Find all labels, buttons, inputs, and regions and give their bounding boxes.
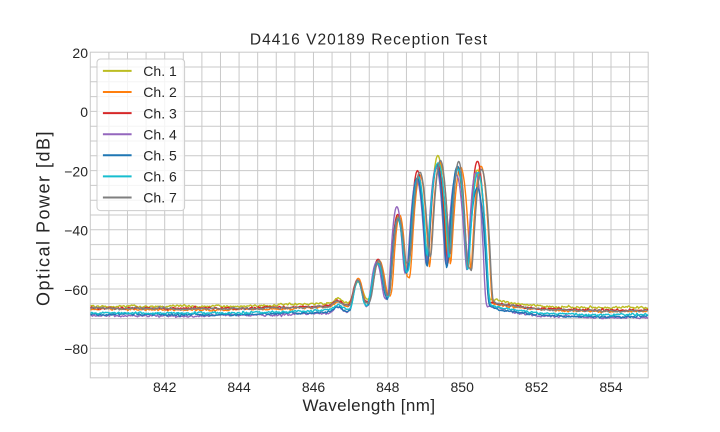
svg-text:0: 0 [80, 104, 88, 120]
svg-text:846: 846 [302, 379, 326, 395]
svg-text:20: 20 [72, 45, 88, 61]
svg-text:Ch. 6: Ch. 6 [143, 169, 177, 185]
svg-text:D4416 V20189 Reception Test: D4416 V20189 Reception Test [250, 32, 488, 49]
svg-text:Wavelength [nm]: Wavelength [nm] [303, 396, 436, 415]
svg-text:850: 850 [451, 379, 475, 395]
svg-text:−60: −60 [64, 282, 88, 298]
svg-text:854: 854 [599, 379, 623, 395]
svg-text:844: 844 [227, 379, 251, 395]
svg-text:−80: −80 [64, 341, 88, 357]
svg-text:Ch. 1: Ch. 1 [143, 63, 177, 79]
svg-text:Optical Power [dB]: Optical Power [dB] [34, 130, 54, 306]
svg-text:Ch. 4: Ch. 4 [143, 126, 177, 142]
svg-text:Ch. 7: Ch. 7 [143, 190, 177, 206]
svg-text:Ch. 2: Ch. 2 [143, 84, 177, 100]
svg-text:Ch. 3: Ch. 3 [143, 105, 177, 121]
svg-text:842: 842 [153, 379, 177, 395]
svg-text:852: 852 [525, 379, 549, 395]
svg-text:848: 848 [376, 379, 400, 395]
svg-text:−20: −20 [64, 163, 88, 179]
svg-text:Ch. 5: Ch. 5 [143, 148, 177, 164]
svg-text:−40: −40 [64, 223, 88, 239]
